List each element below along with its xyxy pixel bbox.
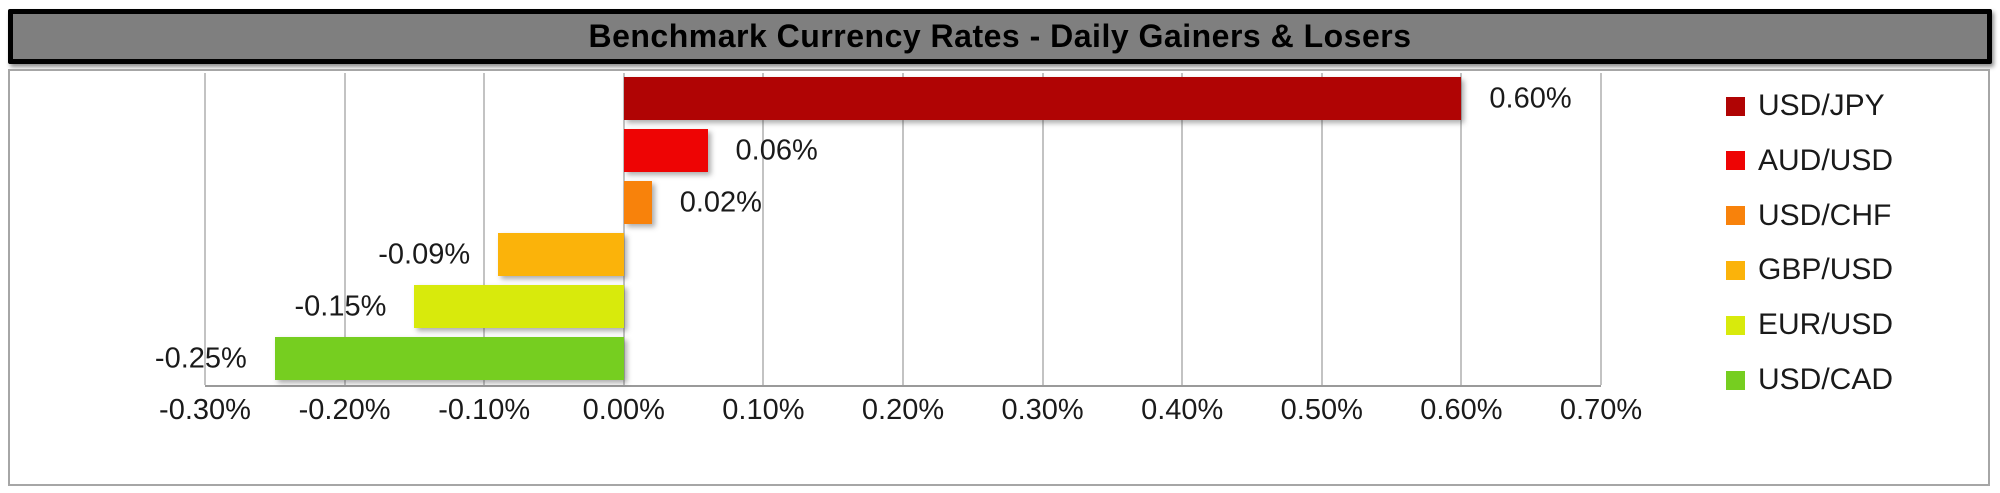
gridline <box>343 73 346 385</box>
x-tick-label: 0.10% <box>722 394 805 426</box>
legend-label: EUR/USD <box>1758 308 1894 342</box>
bar-data-label: 0.06% <box>735 134 818 166</box>
x-axis-line <box>205 385 1601 387</box>
bar-aud-usd <box>623 129 708 172</box>
chart-title-bar: Benchmark Currency Rates - Daily Gainers… <box>8 9 1992 64</box>
legend-swatch <box>1726 260 1745 280</box>
legend-swatch <box>1726 96 1745 116</box>
bar-usd-chf <box>623 181 652 224</box>
gridline <box>622 73 625 385</box>
legend-item: GBP/USD <box>1726 252 1893 288</box>
x-tick-label: 0.20% <box>861 394 945 426</box>
legend-item: EUR/USD <box>1726 307 1893 343</box>
bar-usd-cad <box>274 337 624 380</box>
chart-frame <box>8 69 1990 486</box>
x-tick-label: 0.50% <box>1280 394 1363 426</box>
legend-swatch <box>1726 315 1745 335</box>
gridline <box>204 73 206 385</box>
legend-item: AUD/USD <box>1726 143 1893 179</box>
legend-swatch <box>1726 206 1745 226</box>
legend-item: USD/CHF <box>1726 198 1891 234</box>
gridline <box>902 73 904 385</box>
x-tick-label: -0.30% <box>159 394 251 426</box>
legend-swatch <box>1726 370 1745 390</box>
gridline <box>1320 73 1323 385</box>
bar-gbp-usd <box>498 233 624 276</box>
bar-usd-jpy <box>623 77 1462 120</box>
chart-title: Benchmark Currency Rates - Daily Gainers… <box>588 18 1412 54</box>
x-tick-label: 0.70% <box>1559 394 1643 426</box>
gridline <box>1041 73 1044 385</box>
legend-item: USD/CAD <box>1726 362 1893 398</box>
legend-label: USD/CAD <box>1758 363 1894 396</box>
x-tick-label: -0.10% <box>438 394 531 426</box>
x-tick-label: 0.00% <box>582 394 665 426</box>
x-tick-label: 0.40% <box>1141 394 1224 426</box>
x-tick-label: 0.30% <box>1001 394 1084 426</box>
gridline <box>762 73 765 385</box>
bar-data-label: -0.09% <box>378 238 471 270</box>
bar-data-label: -0.15% <box>294 290 387 322</box>
bar-eur-usd <box>414 285 624 328</box>
gridline <box>1181 73 1184 385</box>
x-tick-label: -0.20% <box>298 394 391 426</box>
legend-swatch <box>1726 151 1745 171</box>
bar-data-label: 0.02% <box>679 186 762 218</box>
gridline <box>483 73 486 385</box>
legend-item: USD/JPY <box>1726 88 1885 124</box>
bar-data-label: -0.25% <box>154 342 247 374</box>
legend-label: USD/JPY <box>1758 89 1885 122</box>
gridline <box>1600 73 1602 385</box>
bar-data-label: 0.60% <box>1489 82 1572 114</box>
legend-label: AUD/USD <box>1758 143 1894 177</box>
x-tick-label: 0.60% <box>1420 394 1503 426</box>
gridline <box>1460 73 1463 385</box>
legend-label: USD/CHF <box>1758 198 1892 232</box>
legend-label: GBP/USD <box>1758 253 1894 287</box>
